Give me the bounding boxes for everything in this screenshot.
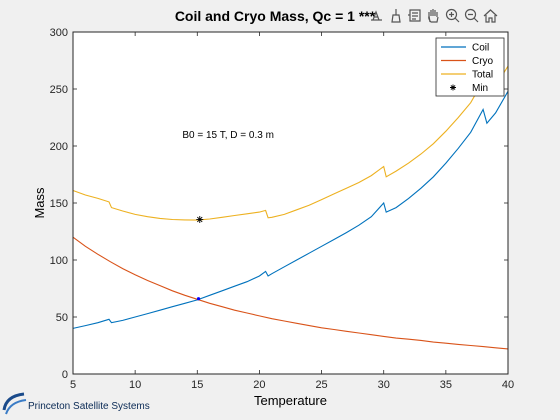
axes-box — [72, 31, 509, 375]
legend: Coil Cryo Total Min — [435, 37, 505, 97]
legend-label: Cryo — [472, 56, 494, 67]
legend-entry-coil: Coil — [441, 43, 489, 54]
zoom-out-icon[interactable] — [463, 7, 480, 24]
y-tick-label: 100 — [50, 255, 68, 267]
datatip-icon[interactable] — [406, 7, 423, 24]
series-layer — [72, 65, 509, 350]
x-tick-label: 35 — [440, 379, 452, 391]
y-tick-label: 150 — [50, 198, 68, 210]
axis-ticks: 5 10 15 20 25 30 35 40 0 50 100 150 200 250 300 — [50, 27, 514, 391]
crossing-marker — [196, 297, 201, 301]
x-tick-label: 15 — [191, 379, 203, 391]
legend-entry-min: Min — [450, 83, 488, 94]
brush-icon[interactable] — [387, 7, 404, 24]
x-tick-label: 40 — [502, 379, 514, 391]
y-tick-label: 0 — [62, 369, 68, 381]
company-logo: Princeton Satellite Systems — [2, 388, 152, 418]
min-marker — [196, 216, 204, 224]
x-axis-label: Temperature — [254, 393, 327, 408]
legend-label: Min — [472, 83, 488, 94]
x-tick-label: 30 — [378, 379, 390, 391]
legend-entry-cryo: Cryo — [441, 56, 494, 67]
x-tick-label: 10 — [129, 379, 141, 391]
axes-toolbar — [368, 7, 499, 24]
series-line-coil — [72, 91, 509, 329]
legend-box — [435, 37, 505, 97]
export-icon[interactable] — [368, 7, 385, 24]
logo-text: Princeton Satellite Systems — [28, 401, 150, 412]
y-axis-label: Mass — [32, 187, 47, 219]
marker-layer — [196, 216, 204, 301]
series-line-total — [72, 65, 509, 221]
x-tick-label: 5 — [70, 379, 76, 391]
chart-annotation: B0 = 15 T, D = 0.3 m — [182, 130, 274, 141]
y-tick-label: 50 — [56, 312, 68, 324]
y-tick-label: 200 — [50, 141, 68, 153]
legend-label: Coil — [472, 43, 489, 54]
axes-area — [73, 32, 508, 374]
logo-swoosh-icon — [2, 392, 27, 415]
series-line-cryo — [72, 236, 509, 350]
x-tick-label: 20 — [253, 379, 265, 391]
pan-hand-icon[interactable] — [425, 7, 442, 24]
legend-label: Total — [472, 70, 493, 81]
y-tick-label: 250 — [50, 84, 68, 96]
legend-entry-total: Total — [441, 70, 493, 81]
home-icon[interactable] — [482, 7, 499, 24]
x-tick-label: 25 — [315, 379, 327, 391]
zoom-in-icon[interactable] — [444, 7, 461, 24]
chart-title: Coil and Cryo Mass, Qc = 1 *** — [175, 8, 376, 24]
y-tick-label: 300 — [50, 27, 68, 39]
